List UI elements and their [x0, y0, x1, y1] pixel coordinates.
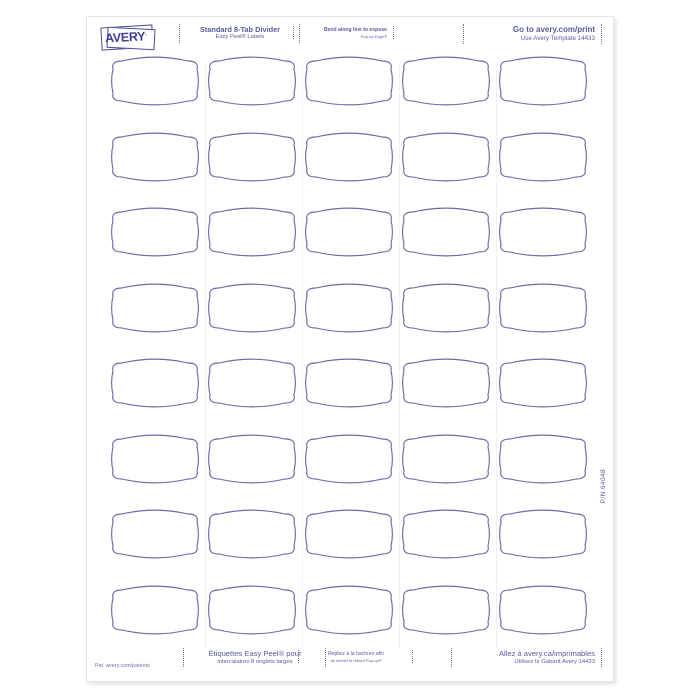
label-cell[interactable] — [107, 128, 203, 186]
label-cell[interactable] — [204, 354, 300, 412]
product-description-fr: Étiquettes Easy Peel® pour intercalaires … — [191, 649, 319, 666]
label-cell[interactable] — [301, 203, 397, 261]
label-cell[interactable] — [107, 430, 203, 488]
product-description-fr-line1: Étiquettes Easy Peel® pour — [208, 649, 302, 658]
gutter-guide — [399, 63, 400, 649]
label-cell[interactable] — [301, 430, 397, 488]
dotted-separator — [601, 24, 603, 44]
sheet-footer: Étiquettes Easy Peel® pour intercalaires … — [87, 637, 613, 681]
label-cell[interactable] — [495, 128, 591, 186]
label-cell[interactable] — [107, 505, 203, 563]
print-url-line2: Use Avery Template 14433 — [520, 35, 595, 43]
bend-instruction: Bend along line to expose Pop-up Edge® — [301, 27, 387, 39]
gutter-guide — [205, 63, 206, 649]
dotted-separator — [179, 24, 181, 43]
label-cell[interactable] — [495, 505, 591, 563]
dotted-separator — [183, 648, 185, 667]
print-url-line1: Go to avery.com/print — [512, 25, 595, 34]
label-cell[interactable] — [204, 279, 300, 337]
bend-instruction-fr-line1: Repliez à la hachure afin — [327, 651, 385, 657]
label-cell[interactable] — [107, 203, 203, 261]
dotted-separator — [293, 26, 295, 39]
dotted-separator — [298, 650, 300, 663]
label-cell[interactable] — [398, 203, 494, 261]
label-cell[interactable] — [301, 581, 397, 639]
gutter-guide — [302, 63, 303, 649]
bend-instruction-line2: Pop-up Edge® — [360, 33, 387, 39]
product-description-line1: Standard 8-Tab Divider — [199, 25, 281, 34]
product-description-line2: Easy Peel® Labels — [215, 34, 265, 41]
dotted-separator — [325, 648, 327, 667]
dotted-separator — [299, 24, 301, 43]
label-cell[interactable] — [495, 279, 591, 337]
label-cell[interactable] — [204, 52, 300, 110]
label-cell[interactable] — [204, 505, 300, 563]
dotted-separator — [393, 26, 395, 39]
dotted-separator — [451, 648, 453, 667]
label-cell[interactable] — [398, 505, 494, 563]
print-url-fr-line2: Utilisez le Gabarit Avery 14433 — [514, 658, 595, 665]
patent-note: Pat. avery.com/patents — [95, 663, 150, 669]
gutter-guide — [496, 63, 497, 649]
label-cell[interactable] — [107, 354, 203, 412]
label-cell[interactable] — [301, 354, 397, 412]
logo-wordmark: AVERY. — [104, 29, 160, 46]
print-url-fr-line1: Allez à avery.ca/imprimables — [498, 649, 595, 658]
label-cell[interactable] — [398, 354, 494, 412]
label-cell[interactable] — [204, 430, 300, 488]
logo-registered-mark: . — [144, 31, 147, 38]
print-url-fr: Allez à avery.ca/imprimables Utilisez le … — [459, 649, 595, 666]
label-cell[interactable] — [107, 581, 203, 639]
label-cell[interactable] — [495, 203, 591, 261]
bend-instruction-line1: Bend along line to expose — [323, 27, 387, 33]
dotted-separator — [601, 648, 603, 667]
bend-instruction-fr-line2: de révéler le rebord Pop-up® — [330, 657, 382, 663]
label-cell[interactable] — [301, 505, 397, 563]
label-cell[interactable] — [107, 52, 203, 110]
label-grid — [87, 17, 613, 681]
label-cell[interactable] — [107, 279, 203, 337]
sheet-header: Standard 8-Tab Divider Easy Peel® Labels B… — [87, 17, 613, 57]
label-cell[interactable] — [398, 52, 494, 110]
label-cell[interactable] — [495, 581, 591, 639]
avery-logo: AVERY. — [99, 24, 161, 51]
label-cell[interactable] — [398, 128, 494, 186]
bend-instruction-fr: Repliez à la hachure afin de révéler le r… — [306, 651, 406, 663]
print-url: Go to avery.com/print Use Avery Template … — [471, 25, 595, 43]
label-cell[interactable] — [301, 128, 397, 186]
avery-label-sheet: Standard 8-Tab Divider Easy Peel® Labels B… — [86, 16, 614, 682]
label-cell[interactable] — [301, 279, 397, 337]
label-cell[interactable] — [495, 52, 591, 110]
label-cell[interactable] — [398, 581, 494, 639]
label-cell[interactable] — [398, 279, 494, 337]
dotted-separator — [463, 24, 465, 44]
dotted-separator — [412, 650, 414, 663]
part-number-label: P/N 64048 — [600, 469, 607, 504]
product-description: Standard 8-Tab Divider Easy Peel® Labels — [187, 25, 293, 42]
label-cell[interactable] — [301, 52, 397, 110]
label-cell[interactable] — [495, 430, 591, 488]
logo-brand-text: AVERY — [104, 29, 146, 46]
label-cell[interactable] — [204, 581, 300, 639]
label-cell[interactable] — [204, 203, 300, 261]
label-cell[interactable] — [495, 354, 591, 412]
label-cell[interactable] — [398, 430, 494, 488]
product-description-fr-line2: intercalaires 8 onglets larges — [217, 658, 293, 665]
label-cell[interactable] — [204, 128, 300, 186]
